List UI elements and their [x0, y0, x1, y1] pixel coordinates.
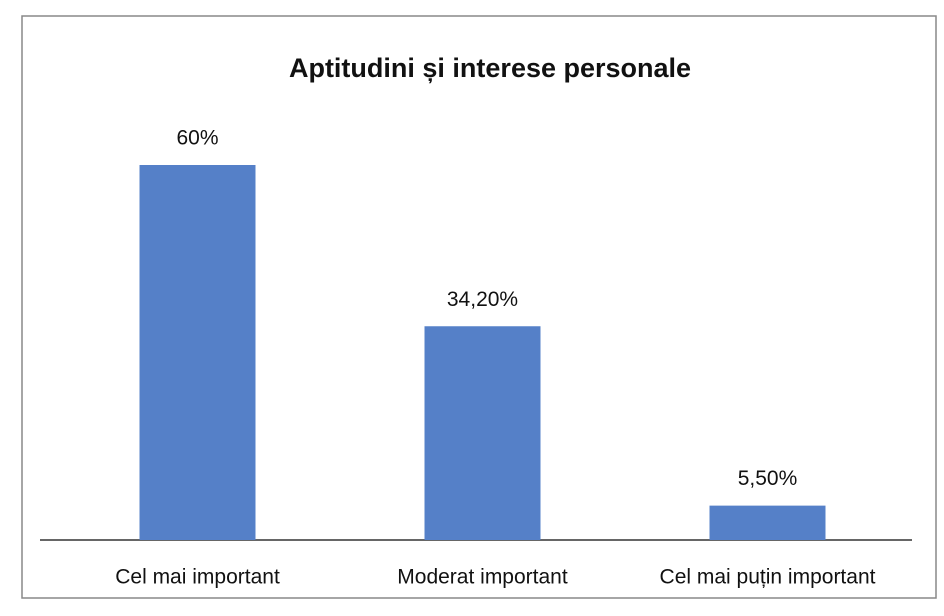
- value-label: 34,20%: [447, 288, 518, 311]
- x-tick-label: Cel mai important: [115, 566, 280, 589]
- bar: [424, 326, 541, 540]
- bar: [139, 165, 256, 540]
- value-label: 60%: [176, 127, 218, 150]
- x-tick-label: Moderat important: [397, 566, 568, 589]
- chart-title: Aptitudini și interese personale: [289, 53, 691, 83]
- bar: [709, 505, 826, 540]
- x-tick-label: Cel mai puțin important: [660, 566, 876, 589]
- value-label: 5,50%: [738, 467, 798, 490]
